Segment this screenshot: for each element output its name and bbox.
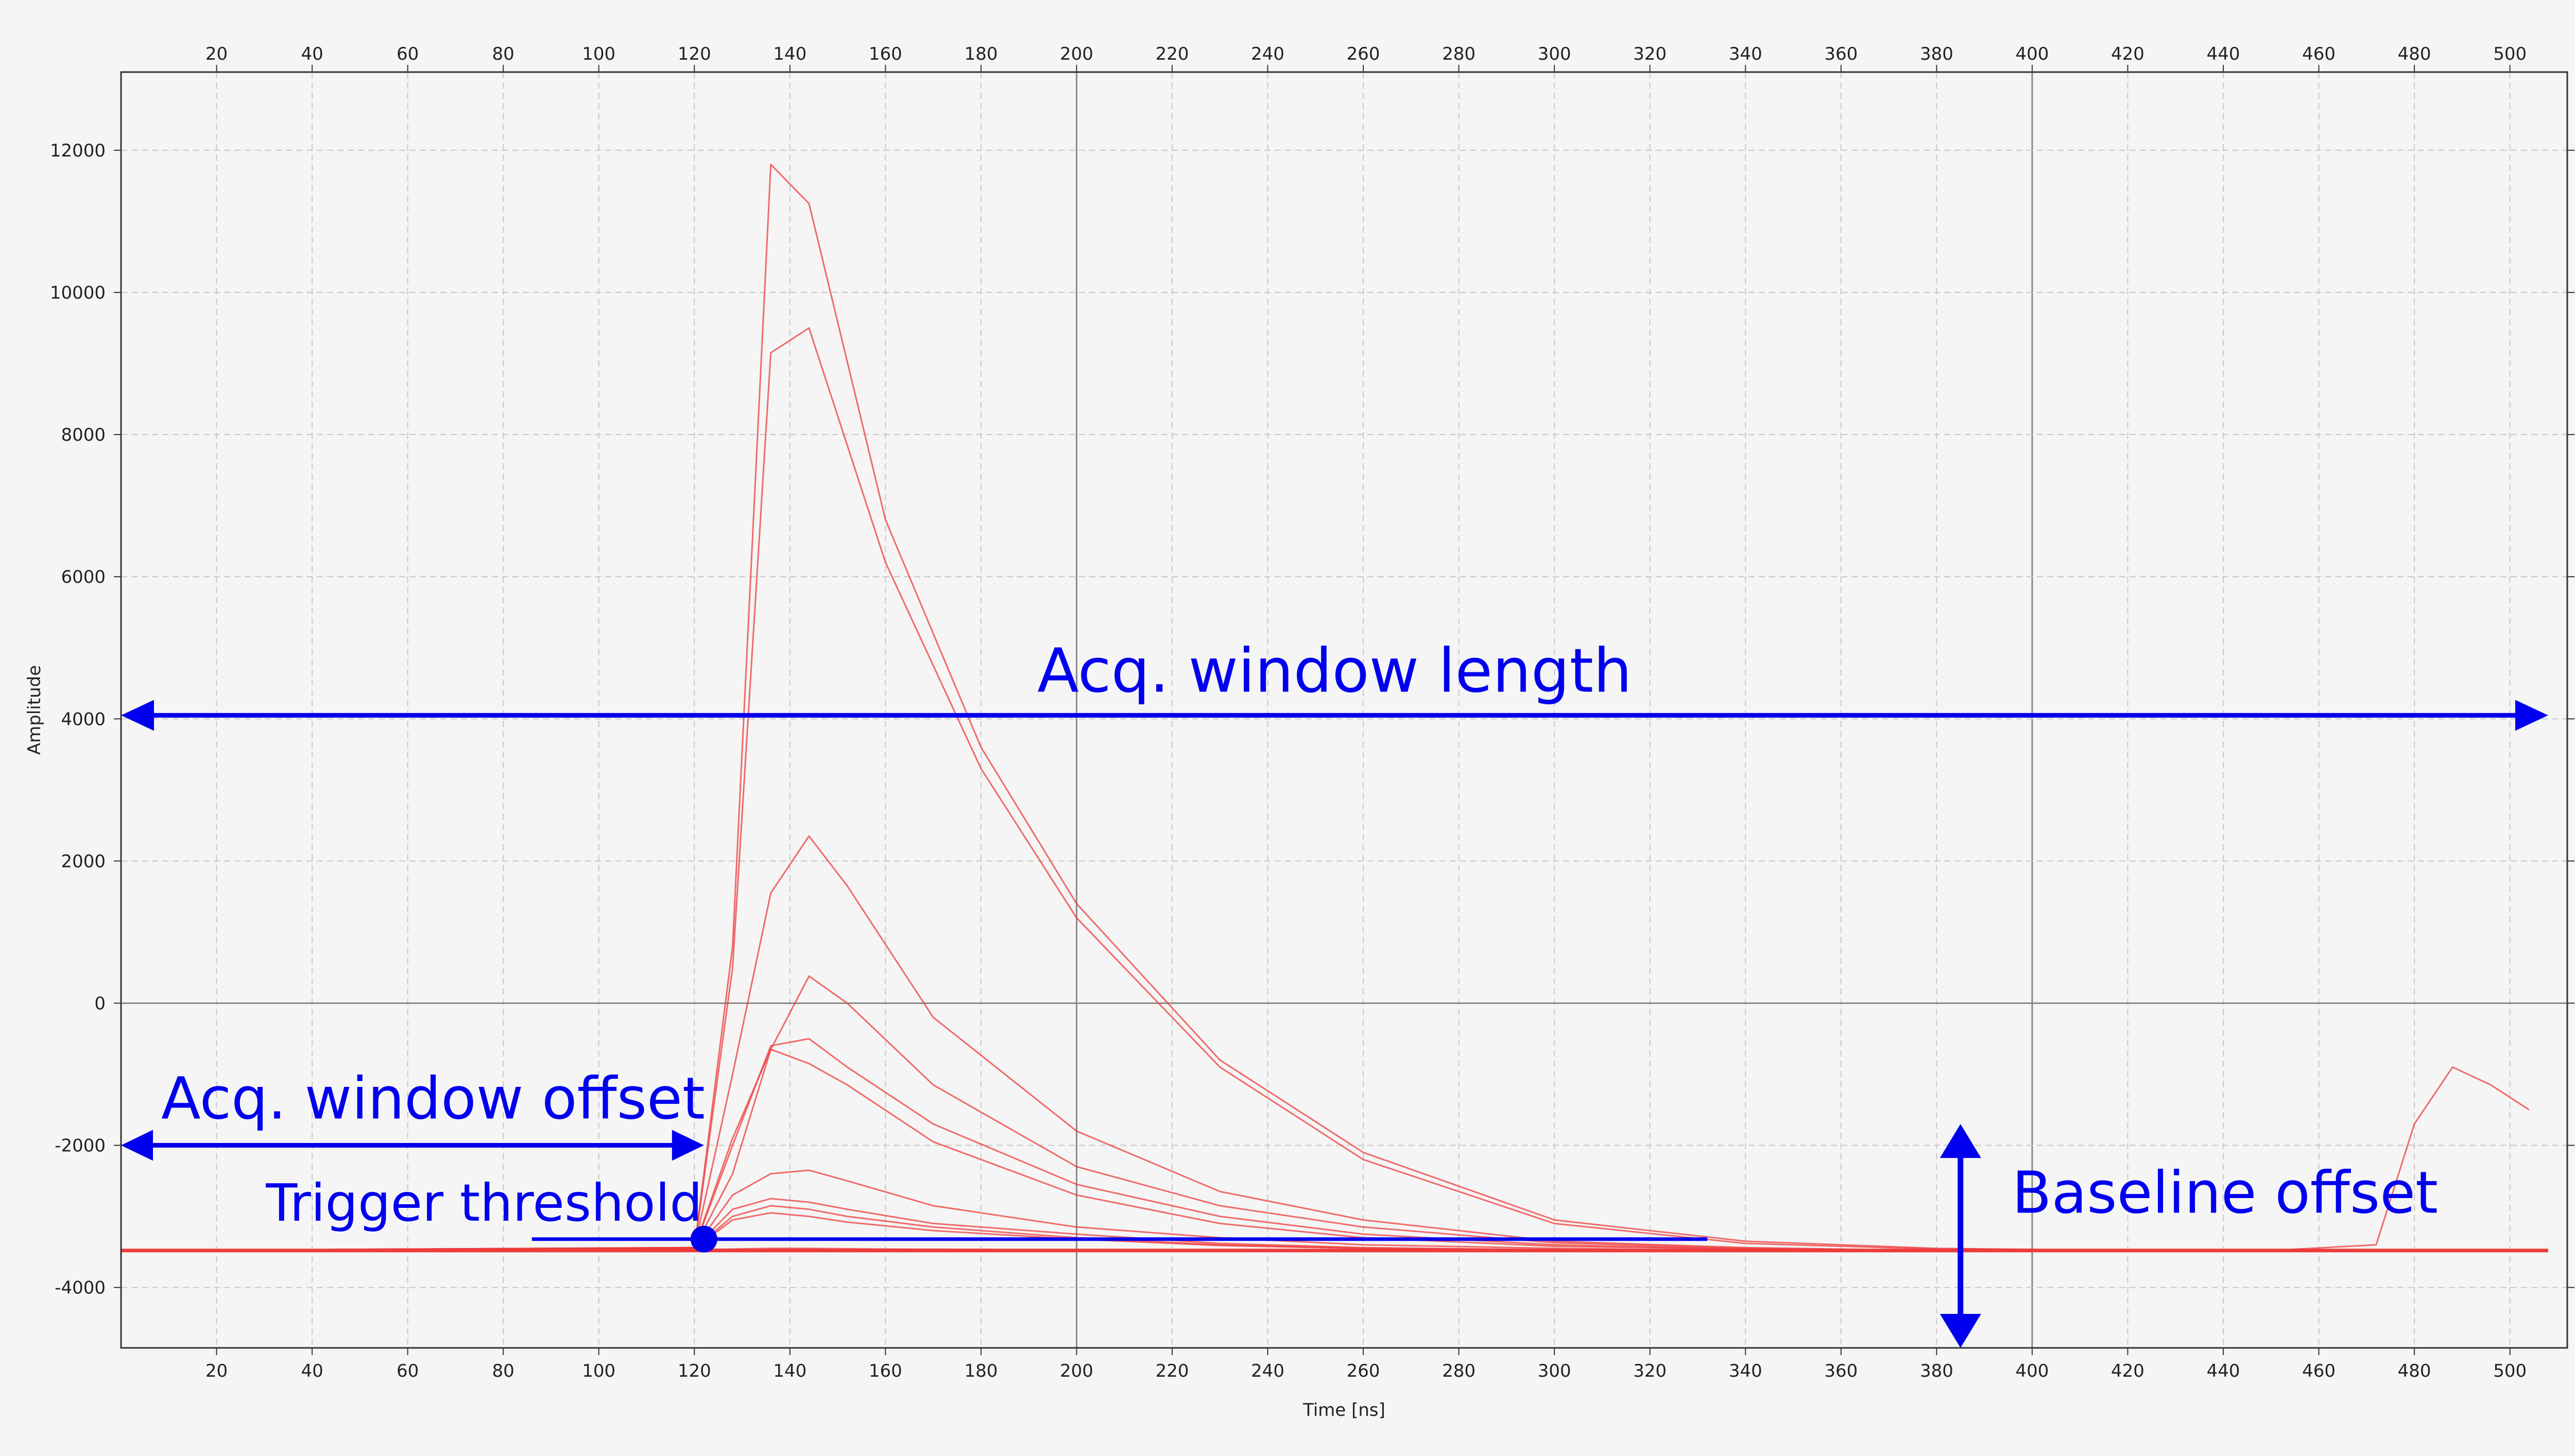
x-tick-label: 360	[1824, 1361, 1858, 1381]
x-tick-label-top: 200	[1060, 44, 1093, 64]
x-tick-label-top: 440	[2207, 44, 2240, 64]
x-tick-label: 160	[869, 1361, 902, 1381]
x-tick-label: 80	[492, 1361, 514, 1381]
x-tick-label: 200	[1060, 1361, 1093, 1381]
y-tick-label: -4000	[55, 1278, 106, 1298]
x-tick-label: 180	[964, 1361, 998, 1381]
x-tick-label-top: 260	[1347, 44, 1380, 64]
trigger-threshold-label: Trigger threshold	[265, 1173, 702, 1233]
x-tick-label: 440	[2207, 1361, 2240, 1381]
window-length-label: Acq. window length	[1037, 635, 1632, 706]
x-tick-label: 300	[1538, 1361, 1571, 1381]
window-offset-label: Acq. window offset	[161, 1066, 705, 1133]
x-tick-label-top: 480	[2398, 44, 2431, 64]
x-tick-label-top: 140	[773, 44, 806, 64]
x-tick-label-top: 80	[492, 44, 514, 64]
x-tick-label: 420	[2111, 1361, 2144, 1381]
x-tick-label-top: 300	[1538, 44, 1571, 64]
x-tick-label: 140	[773, 1361, 806, 1381]
x-tick-label: 240	[1251, 1361, 1284, 1381]
x-tick-label-top: 380	[1920, 44, 1953, 64]
x-tick-label-top: 20	[205, 44, 228, 64]
x-axis-title: Time [ns]	[1302, 1400, 1385, 1420]
y-axis-title: Amplitude	[24, 665, 45, 755]
x-tick-label-top: 500	[2493, 44, 2527, 64]
x-tick-label: 400	[2015, 1361, 2049, 1381]
x-tick-label-top: 340	[1729, 44, 1762, 64]
y-tick-label: 12000	[50, 141, 106, 161]
baseline-offset-arrowhead-top	[1939, 1124, 1981, 1158]
x-tick-label: 60	[397, 1361, 419, 1381]
x-tick-label: 380	[1920, 1361, 1953, 1381]
x-tick-label-top: 360	[1824, 44, 1858, 64]
annotation-layer: Acq. window length Acq. window offset Tr…	[121, 635, 2548, 1348]
x-tick-label: 500	[2493, 1361, 2527, 1381]
x-tick-label-top: 280	[1442, 44, 1475, 64]
x-tick-label: 480	[2398, 1361, 2431, 1381]
x-tick-label: 120	[678, 1361, 711, 1381]
y-tick-label: 10000	[50, 283, 106, 303]
x-tick-label-top: 400	[2015, 44, 2049, 64]
x-tick-label-top: 40	[301, 44, 323, 64]
trigger-point-marker	[690, 1225, 717, 1253]
series-layer	[121, 164, 2548, 1253]
x-tick-label-top: 180	[964, 44, 998, 64]
y-tick-label: 8000	[61, 425, 106, 445]
x-tick-label-top: 240	[1251, 44, 1284, 64]
x-tick-label: 20	[205, 1361, 228, 1381]
x-tick-label: 220	[1156, 1361, 1189, 1381]
y-tick-label: 0	[94, 993, 106, 1014]
x-tick-label: 40	[301, 1361, 323, 1381]
x-tick-label-top: 320	[1633, 44, 1667, 64]
x-tick-label-top: 120	[678, 44, 711, 64]
baseline-offset-label: Baseline offset	[2012, 1160, 2438, 1227]
x-tick-label: 260	[1347, 1361, 1380, 1381]
x-tick-label-top: 420	[2111, 44, 2144, 64]
x-tick-label-top: 160	[869, 44, 902, 64]
baseline-offset-arrowhead-bottom	[1939, 1314, 1981, 1348]
window-offset-arrowhead-left	[121, 1130, 153, 1161]
x-tick-label-top: 60	[397, 44, 419, 64]
x-tick-label-top: 220	[1156, 44, 1189, 64]
y-tick-label: -2000	[55, 1136, 106, 1156]
window-offset-arrowhead-right	[672, 1130, 704, 1161]
x-tick-label: 340	[1729, 1361, 1762, 1381]
x-tick-label: 280	[1442, 1361, 1475, 1381]
window-length-arrowhead-left	[121, 700, 154, 731]
x-tick-label: 100	[582, 1361, 615, 1381]
x-tick-label: 320	[1633, 1361, 1667, 1381]
window-length-arrowhead-right	[2515, 700, 2548, 731]
tick-layer: 20 20 40 40 60 60 80 80 100 100 120 120 140 140 160 160…	[50, 44, 2574, 1381]
x-tick-label-top: 460	[2302, 44, 2336, 64]
y-tick-label: 4000	[61, 709, 106, 730]
y-tick-label: 2000	[61, 851, 106, 872]
y-tick-label: 6000	[61, 567, 106, 587]
plot-frame	[120, 71, 2568, 1349]
x-tick-label: 460	[2302, 1361, 2336, 1381]
x-tick-label-top: 100	[582, 44, 615, 64]
